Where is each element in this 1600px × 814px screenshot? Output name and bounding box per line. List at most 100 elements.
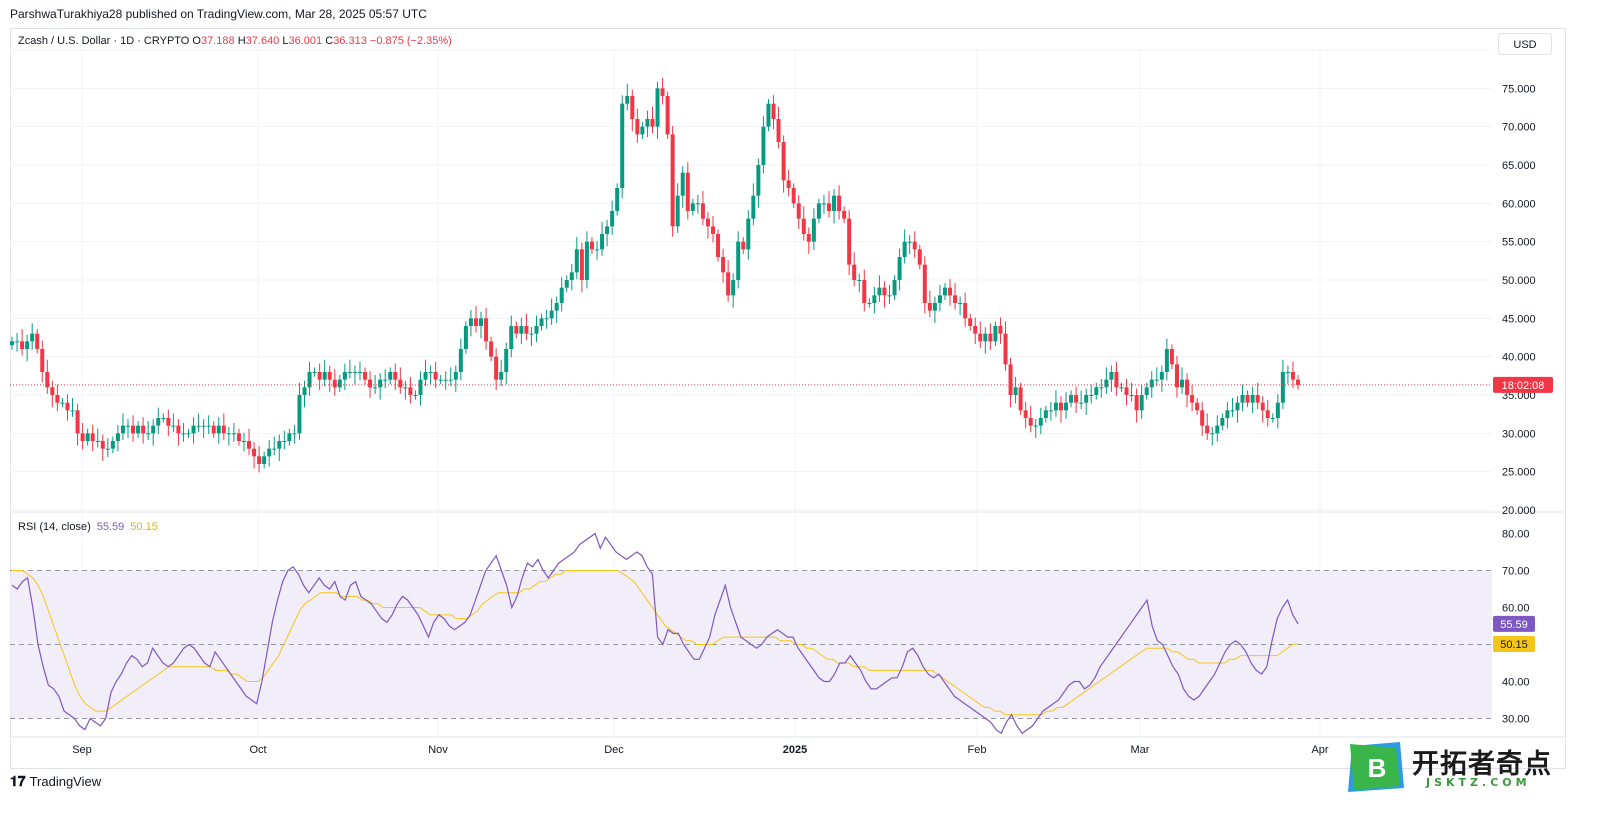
candle-body — [796, 203, 801, 219]
candle-body — [453, 372, 458, 380]
candle-body — [1275, 402, 1280, 418]
candle-body — [131, 425, 136, 434]
candle-body — [1290, 372, 1295, 380]
candle-body — [181, 433, 186, 435]
candle-body — [857, 280, 862, 281]
candle-body — [660, 88, 665, 96]
candle-body — [25, 341, 30, 349]
candle-body — [721, 257, 726, 273]
candle-body — [826, 203, 831, 211]
candle-body — [509, 326, 514, 349]
candle-body — [1074, 395, 1079, 403]
candle-body — [70, 410, 75, 412]
candle-body — [463, 326, 468, 349]
candle-body — [393, 372, 398, 380]
candle-body — [403, 387, 408, 389]
symbol-title[interactable]: Zcash / U.S. Dollar · 1D · CRYPTO — [18, 35, 190, 47]
close-label: C — [325, 35, 334, 47]
candle-body — [136, 425, 141, 434]
candle-body — [1260, 402, 1265, 411]
rsi-legend-value: 55.59 — [96, 521, 125, 533]
candle-body — [1235, 402, 1240, 411]
candle-body — [589, 241, 594, 250]
candle-body — [574, 249, 579, 273]
candle-body — [786, 180, 791, 188]
candle-body — [726, 272, 731, 296]
price-tick-label: 65.000 — [1502, 160, 1536, 172]
candle-body — [1185, 379, 1190, 395]
candle-body — [292, 433, 297, 435]
price-tick-label: 50.000 — [1502, 275, 1536, 287]
candle-body — [241, 441, 246, 442]
candle-body — [544, 318, 549, 320]
candle-body — [600, 234, 605, 250]
candle-body — [670, 134, 675, 227]
candle-body — [115, 433, 120, 441]
candle-body — [832, 195, 837, 211]
candle-body — [1003, 333, 1008, 365]
candle-body — [1205, 425, 1210, 434]
candle-body — [741, 241, 746, 250]
candle-body — [221, 425, 226, 434]
candle-body — [988, 333, 993, 342]
candle-body — [569, 272, 574, 280]
candle-body — [731, 280, 736, 296]
candle-body — [625, 96, 630, 104]
symbol-legend[interactable]: Zcash / U.S. Dollar · 1D · CRYPTO O37.18… — [18, 35, 452, 47]
candle-body — [35, 333, 40, 349]
candle-body — [1104, 379, 1109, 388]
candle-body — [383, 379, 388, 381]
candle-body — [852, 264, 857, 280]
candle-body — [806, 234, 811, 242]
candle-body — [10, 341, 14, 346]
candle-body — [983, 333, 988, 342]
candle-body — [504, 349, 509, 372]
candle-body — [811, 218, 816, 242]
candle-body — [468, 318, 473, 326]
x-tick-label: Oct — [249, 744, 266, 756]
candle-body — [1149, 379, 1154, 388]
candle-body — [650, 119, 655, 127]
rsi-title[interactable]: RSI (14, close) — [18, 521, 91, 533]
candle-body — [1079, 402, 1084, 404]
candle-body — [564, 280, 569, 288]
candle-body — [151, 425, 156, 434]
candle-body — [595, 249, 600, 251]
candle-body — [50, 387, 55, 395]
candle-body — [1038, 418, 1043, 426]
candle-body — [912, 241, 917, 250]
candle-body — [937, 295, 942, 303]
candle-body — [635, 119, 640, 135]
candle-body — [584, 241, 589, 280]
candle-body — [1200, 410, 1205, 426]
watermark: B 开拓者奇点 JSKTZ.COM — [1346, 742, 1568, 794]
rsi-legend[interactable]: RSI (14, close) 55.59 50.15 — [18, 521, 158, 533]
candle-body — [705, 218, 710, 227]
rsi-value-label: 55.59 — [1500, 619, 1528, 631]
candle-body — [1048, 410, 1053, 412]
tradingview-logo[interactable]: 𝟏𝟕 TradingView — [10, 773, 101, 790]
price-tick-label: 20.000 — [1502, 505, 1536, 517]
candle-body — [1094, 387, 1099, 395]
candle-body — [579, 249, 584, 280]
open-label: O — [192, 35, 201, 47]
candle-body — [685, 172, 690, 211]
candle-body — [327, 372, 332, 380]
currency-button[interactable]: USD — [1498, 33, 1552, 55]
candle-body — [620, 103, 625, 188]
candle-body — [1109, 372, 1114, 380]
candle-body — [231, 433, 236, 435]
candle-body — [236, 433, 241, 441]
candle-body — [473, 318, 478, 326]
candle-body — [746, 218, 751, 250]
candle-body — [958, 303, 963, 304]
watermark-site: JSKTZ.COM — [1426, 776, 1531, 789]
candle-body — [1023, 410, 1028, 418]
candle-body — [1169, 349, 1174, 365]
candle-body — [1195, 402, 1200, 411]
rsi-tick-label: 40.00 — [1502, 677, 1530, 689]
x-tick-label: Dec — [604, 744, 624, 756]
candle-body — [368, 379, 373, 388]
rsi-tick-label: 80.00 — [1502, 529, 1530, 541]
